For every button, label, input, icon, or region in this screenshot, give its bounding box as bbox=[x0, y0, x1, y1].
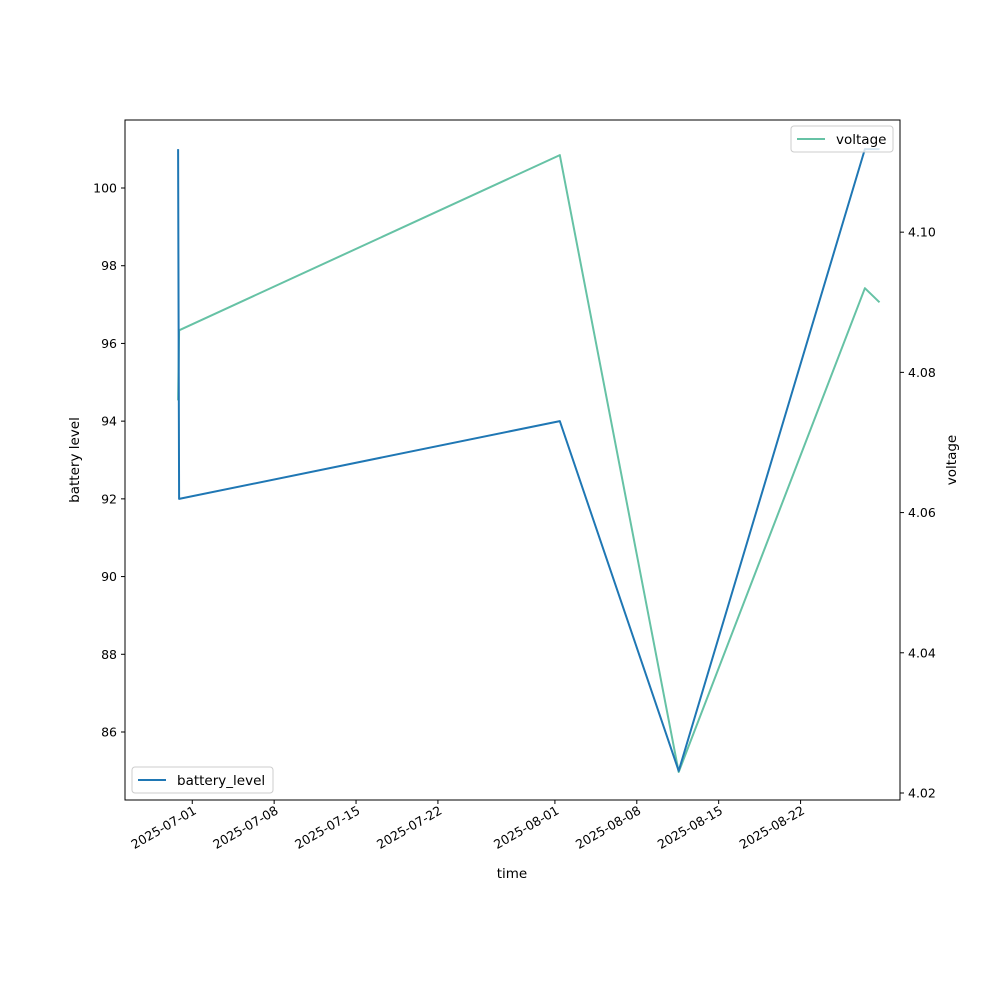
y-tick-label: 100 bbox=[93, 181, 117, 196]
x-tick-label: 2025-08-22 bbox=[737, 803, 807, 852]
x-axis-title: time bbox=[497, 866, 528, 882]
y2-tick-label: 4.08 bbox=[908, 365, 936, 380]
y2-tick-label: 4.10 bbox=[908, 225, 936, 240]
legend-voltage-box bbox=[790, 125, 894, 153]
y-axis-title: battery level bbox=[67, 417, 83, 503]
plot-area bbox=[124, 119, 901, 801]
legend-battery-box bbox=[131, 766, 274, 794]
x-tick-label: 2025-07-22 bbox=[374, 803, 444, 852]
x-axis: 2025-07-01 2025-07-08 2025-07-15 2025-07-22… bbox=[128, 800, 807, 852]
y-tick-label: 98 bbox=[101, 258, 117, 273]
x-tick-label: 2025-08-15 bbox=[655, 803, 725, 852]
y-axis-right: 4.02 4.04 4.06 4.08 4.10 bbox=[900, 225, 936, 800]
x-tick-label: 2025-07-01 bbox=[128, 803, 198, 852]
y-tick-label: 96 bbox=[101, 336, 117, 351]
y2-tick-label: 4.04 bbox=[908, 645, 936, 660]
x-tick-label: 2025-07-08 bbox=[210, 803, 280, 852]
y2-tick-label: 4.06 bbox=[908, 505, 936, 520]
legend-voltage: voltage bbox=[790, 125, 894, 153]
legend-voltage-label: voltage bbox=[836, 132, 886, 148]
y-tick-label: 88 bbox=[101, 647, 117, 662]
legend-battery-label: battery_level bbox=[177, 773, 265, 789]
y-axis-left: 86 88 90 92 94 96 98 100 bbox=[93, 181, 125, 740]
y2-tick-label: 4.02 bbox=[908, 785, 936, 800]
legend-battery: battery_level bbox=[131, 766, 274, 794]
y-tick-label: 86 bbox=[101, 725, 117, 740]
x-tick-label: 2025-08-08 bbox=[573, 803, 643, 852]
y2-axis-title: voltage bbox=[944, 435, 960, 485]
y-tick-label: 90 bbox=[101, 569, 117, 584]
y-tick-label: 94 bbox=[101, 414, 117, 429]
x-tick-label: 2025-07-15 bbox=[292, 803, 362, 852]
x-tick-label: 2025-08-01 bbox=[491, 803, 561, 852]
y-tick-label: 92 bbox=[101, 491, 117, 506]
